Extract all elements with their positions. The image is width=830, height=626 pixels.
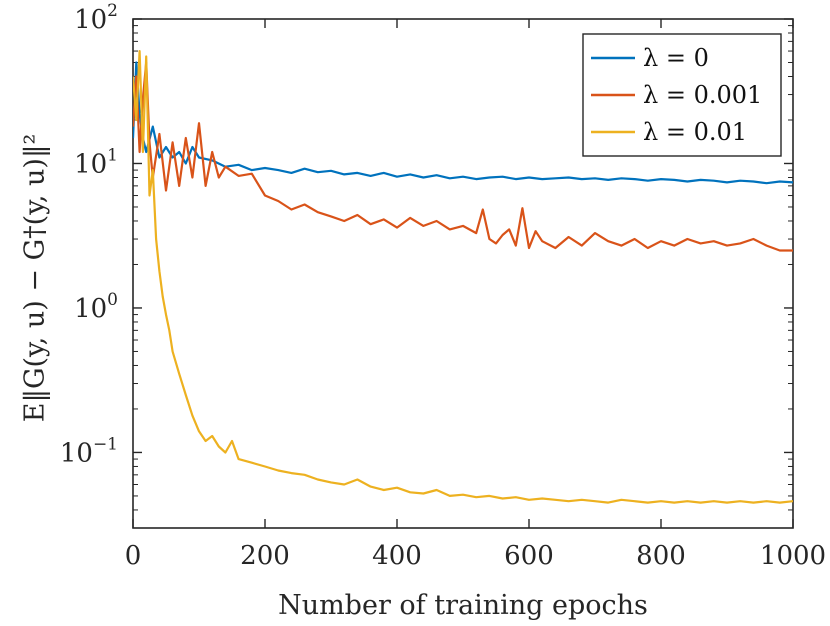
x-tick-label: 600 [504, 541, 554, 571]
legend-label-2: λ = 0.01 [643, 118, 747, 146]
y-tick-label: 100 [74, 290, 118, 324]
plot-area: 0 200 400 600 800 1000 102 101 100 10−1 λ = 0 λ = 0… [60, 1, 826, 571]
axes-frame [132, 18, 794, 529]
x-tick-label: 1000 [760, 541, 826, 571]
x-tick-label: 400 [372, 541, 422, 571]
y-tick-label: 101 [74, 145, 118, 179]
series-line-2 [133, 49, 793, 504]
series-line-1 [133, 61, 793, 252]
legend-label-1: λ = 0.001 [643, 81, 762, 109]
y-tick-label: 10−1 [60, 434, 118, 468]
x-tick-label: 800 [636, 541, 686, 571]
legend-label-0: λ = 0 [643, 44, 709, 72]
y-axis-label: E‖G(y, u) − G†(y, u)‖² [20, 134, 51, 423]
y-tick-label: 102 [74, 1, 118, 35]
y-axis-label-group: E‖G(y, u) − G†(y, u)‖² [20, 134, 51, 423]
x-tick-label: 200 [240, 541, 290, 571]
x-axis-label: Number of training epochs [278, 590, 648, 621]
x-tick-label: 0 [125, 541, 142, 571]
